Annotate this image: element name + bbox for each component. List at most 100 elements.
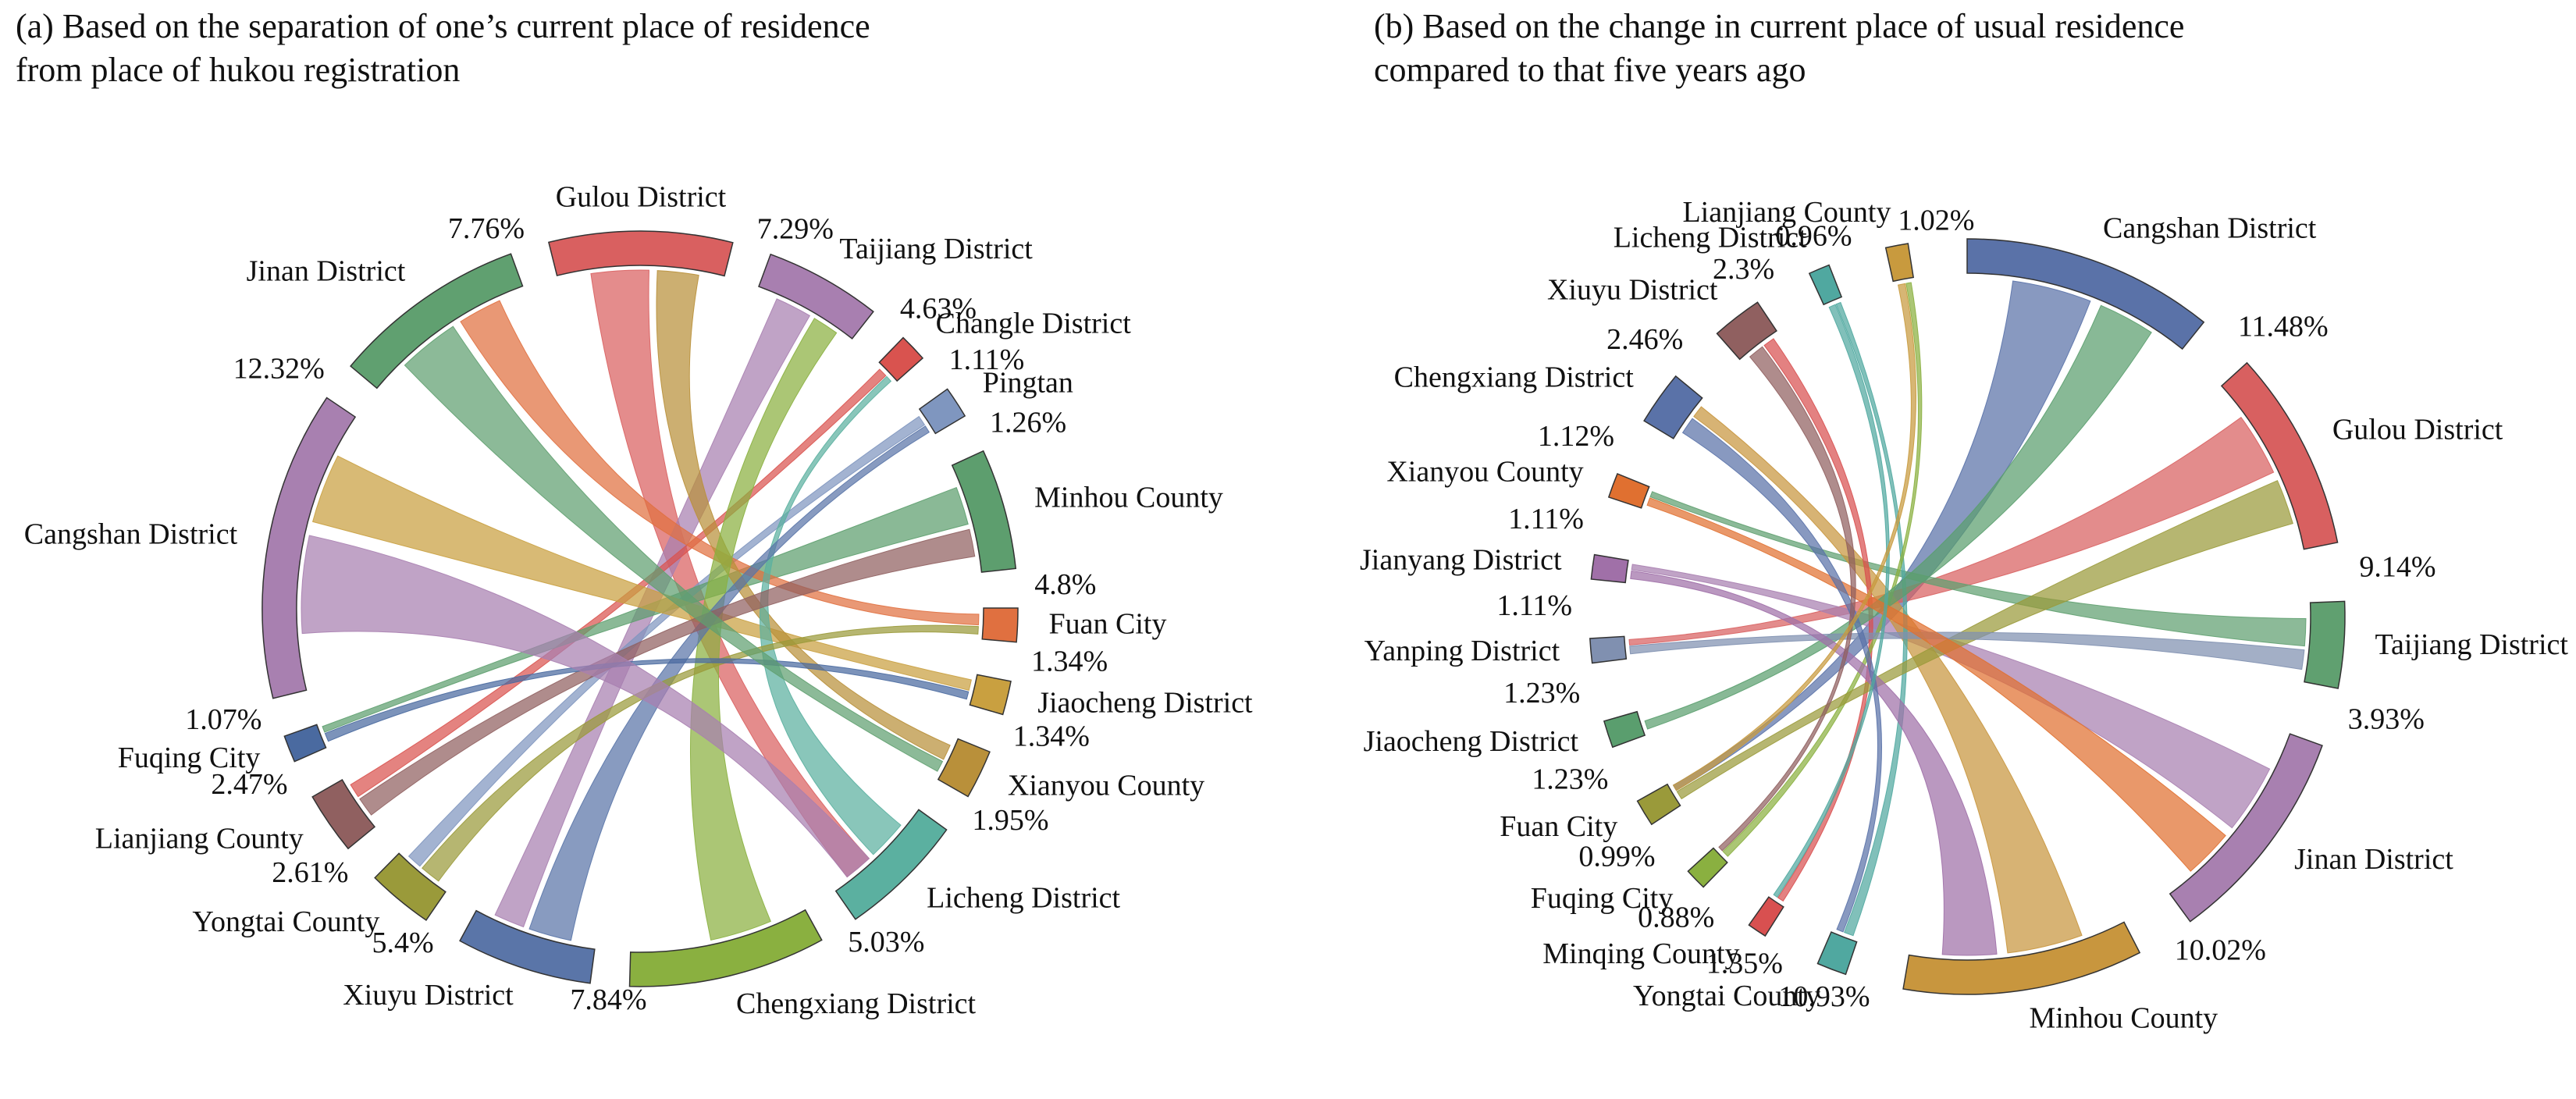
value-label: 1.12% xyxy=(1538,420,1614,453)
arc-segment xyxy=(548,230,734,277)
ribbon xyxy=(1630,570,1998,956)
ribbon xyxy=(324,658,970,742)
arc-segment xyxy=(1589,635,1628,664)
arc-segment xyxy=(834,809,948,920)
category-label: Jinan District xyxy=(247,255,406,288)
value-label: 1.07% xyxy=(185,703,262,736)
arc-segment xyxy=(758,253,874,340)
arc-segment xyxy=(283,724,327,763)
ribbon xyxy=(407,415,926,867)
category-label: Lianjiang County xyxy=(1682,196,1891,229)
arc-segment xyxy=(1636,783,1681,826)
value-label: 0.99% xyxy=(1578,840,1655,873)
category-label: Changle District xyxy=(936,308,1132,340)
category-label: Fuqing City xyxy=(118,742,261,774)
ribbon xyxy=(1646,497,2226,872)
category-label: Cangshan District xyxy=(2103,212,2317,244)
category-label: Licheng District xyxy=(927,882,1120,915)
arc-segment xyxy=(459,909,596,984)
value-label: 5.4% xyxy=(372,927,434,959)
category-label: Gulou District xyxy=(2332,414,2503,446)
arc-segment xyxy=(1966,238,2205,350)
value-label: 1.95% xyxy=(972,804,1048,837)
arc-segment xyxy=(918,388,966,435)
ribbon xyxy=(1628,417,2275,646)
ribbon xyxy=(1773,304,1890,898)
category-label: Chengxiang District xyxy=(736,987,977,1020)
ribbon xyxy=(1718,346,1856,852)
ribbon xyxy=(1676,480,2293,800)
value-label: 2.3% xyxy=(1713,253,1774,286)
arc-segment xyxy=(1603,710,1646,749)
category-label: Jianyang District xyxy=(1360,544,1562,577)
value-label: 1.02% xyxy=(1898,204,1974,237)
value-label: 1.34% xyxy=(1031,646,1108,678)
ribbon xyxy=(1693,406,2083,954)
value-label: 7.76% xyxy=(448,212,525,245)
value-label: 1.11% xyxy=(949,343,1025,376)
category-label: Gulou District xyxy=(556,181,727,214)
arc-segment xyxy=(1816,931,1858,976)
ribbon xyxy=(1672,283,1916,791)
category-label: Fuan City xyxy=(1500,810,1617,843)
arc-segment xyxy=(981,607,1019,643)
chart-title: from place of hukou registration xyxy=(16,51,460,89)
value-label: 3.93% xyxy=(2348,703,2425,736)
value-label: 12.32% xyxy=(233,352,325,385)
value-label: 1.26% xyxy=(990,407,1066,439)
arc-segment xyxy=(628,909,823,987)
category-label: Xiuyu District xyxy=(343,979,514,1012)
ribbon xyxy=(350,368,887,798)
value-label: 1.11% xyxy=(1508,503,1584,535)
value-label: 7.29% xyxy=(757,212,834,245)
category-label: Xianyou County xyxy=(1008,770,1204,802)
category-label: Xiuyu District xyxy=(1547,273,1718,306)
ribbon xyxy=(422,624,979,882)
value-label: 2.46% xyxy=(1606,323,1683,356)
value-label: 1.34% xyxy=(1013,720,1090,753)
arc-segment xyxy=(1643,375,1703,439)
value-label: 1.23% xyxy=(1532,763,1608,795)
ribbon xyxy=(1631,564,2271,829)
ribbon xyxy=(359,528,976,816)
category-label: Minhou County xyxy=(1034,481,1223,514)
value-label: 5.03% xyxy=(848,926,924,959)
arc-segment xyxy=(1607,472,1650,509)
category-label: Fuan City xyxy=(1049,607,1167,640)
arc-segment xyxy=(969,674,1012,716)
category-label: Taijiang District xyxy=(839,233,1033,265)
arc-segment xyxy=(374,852,447,921)
value-label: 4.63% xyxy=(900,293,977,325)
ribbon xyxy=(1629,631,2305,670)
category-label: Minhou County xyxy=(2029,1002,2218,1035)
category-label: Yanping District xyxy=(1364,635,1560,667)
arc-segment xyxy=(350,253,524,389)
category-label: Fuqing City xyxy=(1531,882,1674,915)
arc-segment xyxy=(1716,301,1777,361)
arc-segment xyxy=(937,738,991,798)
value-label: 1.23% xyxy=(1503,677,1580,710)
category-label: Cangshan District xyxy=(24,518,238,551)
value-label: 0.88% xyxy=(1638,902,1714,934)
arc-segment xyxy=(1902,921,2141,995)
arc-segment xyxy=(1748,896,1784,937)
ribbon xyxy=(1681,418,1883,933)
value-label: 10.02% xyxy=(2175,934,2266,966)
category-label: Jiaocheng District xyxy=(1364,725,1579,758)
arc-segment xyxy=(2304,600,2346,689)
arc-segment xyxy=(1884,243,1915,283)
arc-segment xyxy=(1808,264,1843,306)
value-label: 4.8% xyxy=(1034,568,1096,601)
chord-panel: (b) Based on the change in current place… xyxy=(1360,7,2568,1035)
category-label: Licheng District xyxy=(1614,222,1807,254)
arc-segment xyxy=(1590,553,1629,584)
arc-segment xyxy=(2169,733,2323,923)
ribbon xyxy=(1644,304,2152,730)
arc-segment xyxy=(951,450,1017,573)
ribbon xyxy=(404,325,944,772)
chord-panel: (a) Based on the separation of one’s cur… xyxy=(16,7,1253,1020)
value-label: 2.61% xyxy=(272,856,348,889)
category-label: Yongtai County xyxy=(192,905,379,938)
category-label: Jiaocheng District xyxy=(1037,686,1253,719)
